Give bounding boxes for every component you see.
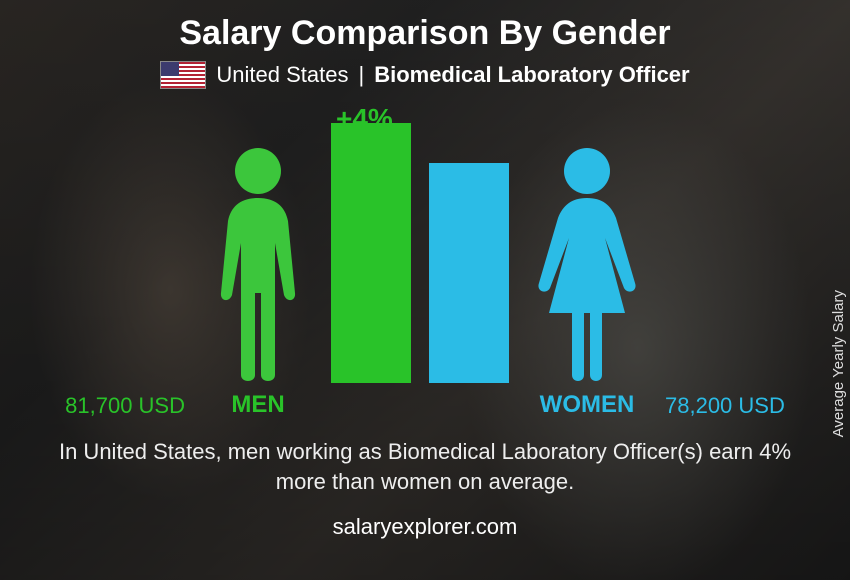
job-title-label: Biomedical Laboratory Officer (374, 62, 689, 88)
us-flag-icon (160, 61, 206, 89)
subtitle-row: United States | Biomedical Laboratory Of… (160, 61, 689, 89)
men-series-label: MEN (231, 391, 284, 419)
women-series-label: WOMEN (540, 391, 635, 419)
women-salary-value: 78,200 USD (665, 393, 785, 419)
description-text: In United States, men working as Biomedi… (45, 437, 805, 496)
men-bar (331, 123, 411, 383)
male-icon (203, 143, 313, 383)
men-salary-col: 81,700 USD (65, 385, 185, 419)
female-icon (527, 143, 647, 383)
page-title: Salary Comparison By Gender (179, 14, 670, 53)
men-bar-col (331, 109, 411, 419)
women-icon-col: WOMEN (527, 109, 647, 419)
women-bar (429, 163, 509, 383)
delta-label: +4% (336, 103, 393, 135)
y-axis-label: Average Yearly Salary (830, 290, 847, 437)
subtitle-separator: | (358, 62, 364, 88)
footer-source: salaryexplorer.com (333, 514, 518, 540)
men-icon-col: MEN (203, 109, 313, 419)
women-salary-col: 78,200 USD (665, 385, 785, 419)
infographic-content: Salary Comparison By Gender United State… (0, 0, 850, 580)
men-salary-value: 81,700 USD (65, 393, 185, 419)
country-label: United States (216, 62, 348, 88)
salary-chart: +4% 81,700 USD MEN (65, 109, 785, 419)
women-bar-col (429, 109, 509, 419)
